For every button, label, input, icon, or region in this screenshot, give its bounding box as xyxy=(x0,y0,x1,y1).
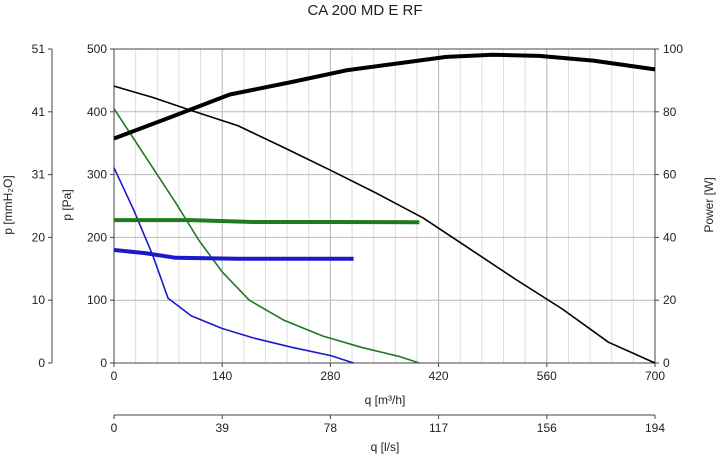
x-tick-label: 420 xyxy=(429,369,449,383)
yr-tick-label: 0 xyxy=(663,356,670,370)
x-tick-label: 280 xyxy=(320,369,340,383)
y2-tick-label: 51 xyxy=(32,42,46,56)
y-tick-label: 400 xyxy=(87,105,107,119)
pressure-high-line xyxy=(113,85,656,364)
plot-frame xyxy=(113,48,656,364)
y-tick-label: 500 xyxy=(87,42,107,56)
x2-tick-label: 39 xyxy=(216,421,230,435)
x-axis-label: q [m³/h] xyxy=(365,393,406,407)
yr-tick-label: 100 xyxy=(663,42,683,56)
yr-tick-label: 20 xyxy=(663,293,677,307)
yr-tick-label: 80 xyxy=(663,105,677,119)
chart-title: CA 200 MD E RF xyxy=(307,2,422,19)
pressure-low-line xyxy=(113,167,354,364)
yr-axis-label: Power [W] xyxy=(702,177,716,232)
y-axis-label: p [Pa] xyxy=(60,189,74,220)
grid xyxy=(113,48,656,364)
x2-tick-label: 156 xyxy=(537,421,557,435)
yr-tick-label: 40 xyxy=(663,230,677,244)
x2-tick-label: 194 xyxy=(645,421,665,435)
x-tick-label: 140 xyxy=(212,369,232,383)
y2-axis-label: p [mmH₂O] xyxy=(1,175,15,234)
x-tick-label: 560 xyxy=(537,369,557,383)
x2-tick-label: 78 xyxy=(324,421,338,435)
yr-tick-label: 60 xyxy=(663,168,677,182)
y2-tick-label: 31 xyxy=(32,168,46,182)
power-low-line xyxy=(113,248,354,261)
x2-axis-label: q [l/s] xyxy=(371,440,400,454)
x2-tick-label: 117 xyxy=(429,421,448,435)
x2-tick-label: 0 xyxy=(111,421,118,435)
y2-tick-label: 10 xyxy=(32,293,46,307)
power-high-line xyxy=(113,52,656,141)
y-tick-label: 0 xyxy=(100,356,107,370)
y-tick-label: 300 xyxy=(87,168,107,182)
y2-tick-label: 0 xyxy=(38,356,45,370)
axes: 0 100 200 300 400 500 0 10 20 31 41 51 0 20 40 60 80 100 0… xyxy=(32,42,684,435)
power-medium-line xyxy=(114,218,420,225)
y-tick-label: 100 xyxy=(87,293,107,307)
x-tick-label: 0 xyxy=(111,369,118,383)
x-tick-label: 700 xyxy=(645,369,665,383)
pressure-medium-line xyxy=(113,108,420,364)
y2-tick-label: 41 xyxy=(32,105,46,119)
y2-tick-label: 20 xyxy=(32,230,46,244)
y-tick-label: 200 xyxy=(87,230,107,244)
series-group xyxy=(113,52,656,364)
plot-border xyxy=(113,48,656,364)
